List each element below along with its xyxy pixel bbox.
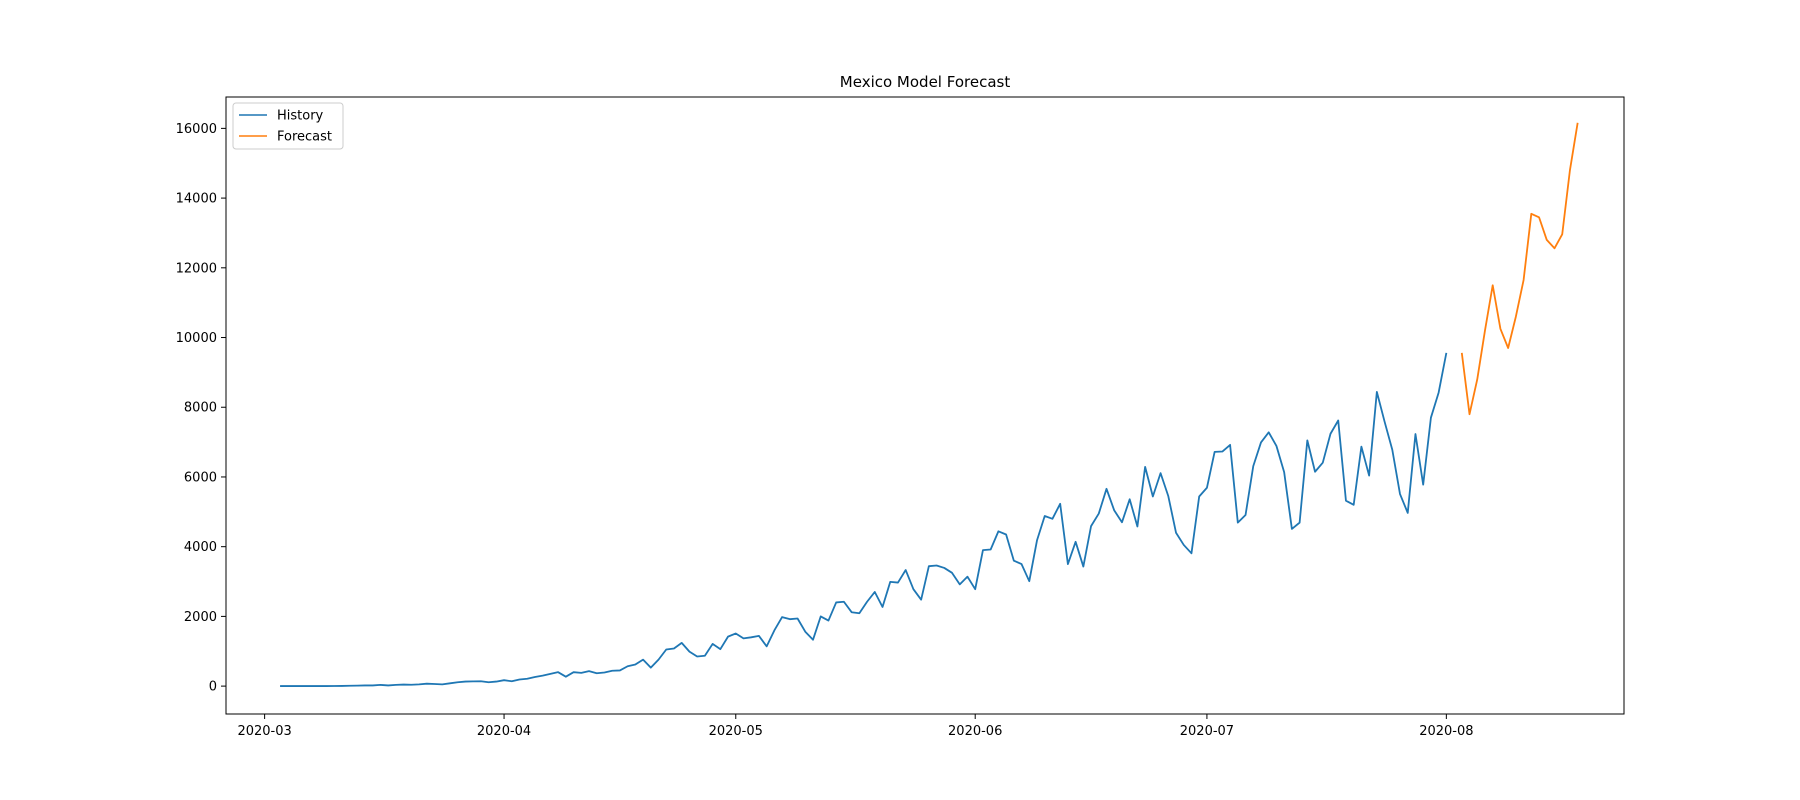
y-tick-label: 6000 (184, 470, 217, 485)
legend-label-history: History (277, 109, 324, 124)
x-tick-label: 2020-04 (477, 724, 531, 739)
y-tick-label: 8000 (184, 401, 217, 416)
y-tick-label: 14000 (176, 192, 217, 207)
legend-label-forecast: Forecast (277, 130, 332, 145)
legend: History Forecast (232, 102, 344, 150)
x-tick-label: 2020-08 (1419, 724, 1473, 739)
series-layer (280, 122, 1579, 687)
y-tick-label: 16000 (176, 122, 217, 137)
x-tick-label: 2020-05 (709, 724, 763, 739)
series-line-history (280, 352, 1448, 687)
x-tick-label: 2020-07 (1180, 724, 1234, 739)
y-tick-label: 4000 (184, 540, 217, 555)
chart-title: Mexico Model Forecast (840, 73, 1011, 91)
x-axis: 2020-03 2020-04 2020-05 2020-06 2020-07 2020-… (237, 714, 1474, 739)
x-tick-label: 2020-06 (948, 724, 1002, 739)
y-tick-label: 2000 (184, 610, 217, 625)
x-tick-label: 2020-03 (237, 724, 291, 739)
y-tick-label: 0 (209, 680, 217, 695)
y-axis: 0 2000 4000 6000 8000 10000 12000 14000 16000 (176, 122, 226, 695)
y-tick-label: 12000 (176, 261, 217, 276)
plot-frame (225, 96, 1625, 715)
series-line-forecast (1460, 122, 1579, 416)
y-tick-label: 10000 (176, 331, 217, 346)
